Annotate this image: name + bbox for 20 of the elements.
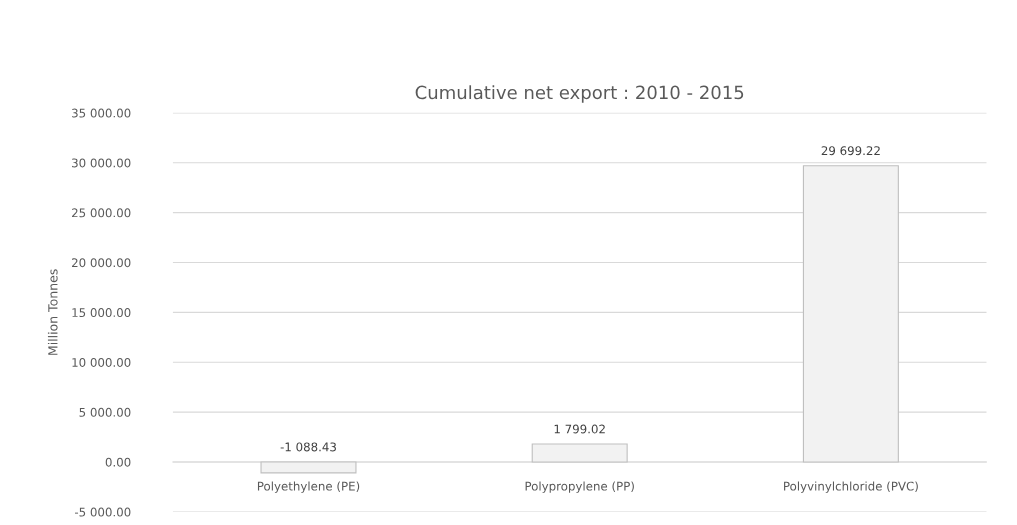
- data-label: -1 088.43: [280, 442, 336, 452]
- y-tick-label: 30 000.00: [72, 158, 131, 168]
- bar: [802, 165, 899, 463]
- bar: [531, 443, 628, 463]
- y-tick-label: -5 000.00: [74, 507, 131, 517]
- x-tick-label: Polypropylene (PP): [525, 481, 634, 493]
- chart-title: Cumulative net export : 2010 - 2015: [415, 85, 744, 103]
- x-tick-label: Polyethylene (PE): [257, 481, 360, 493]
- data-label: 1 799.02: [554, 424, 605, 434]
- y-tick-label: 10 000.00: [72, 357, 131, 367]
- y-tick-label: 5 000.00: [79, 407, 131, 417]
- y-tick-label: 25 000.00: [72, 208, 131, 218]
- data-label: 29 699.22: [821, 146, 880, 156]
- x-tick-label: Polyvinylchloride (PVC): [784, 481, 918, 493]
- y-tick-label: 35 000.00: [72, 108, 131, 118]
- y-axis-title: Million Tonnes: [47, 269, 58, 355]
- y-tick-label: 15 000.00: [72, 308, 131, 318]
- y-tick-label: 0.00: [105, 457, 131, 467]
- bar: [260, 461, 357, 474]
- y-tick-label: 20 000.00: [72, 258, 131, 268]
